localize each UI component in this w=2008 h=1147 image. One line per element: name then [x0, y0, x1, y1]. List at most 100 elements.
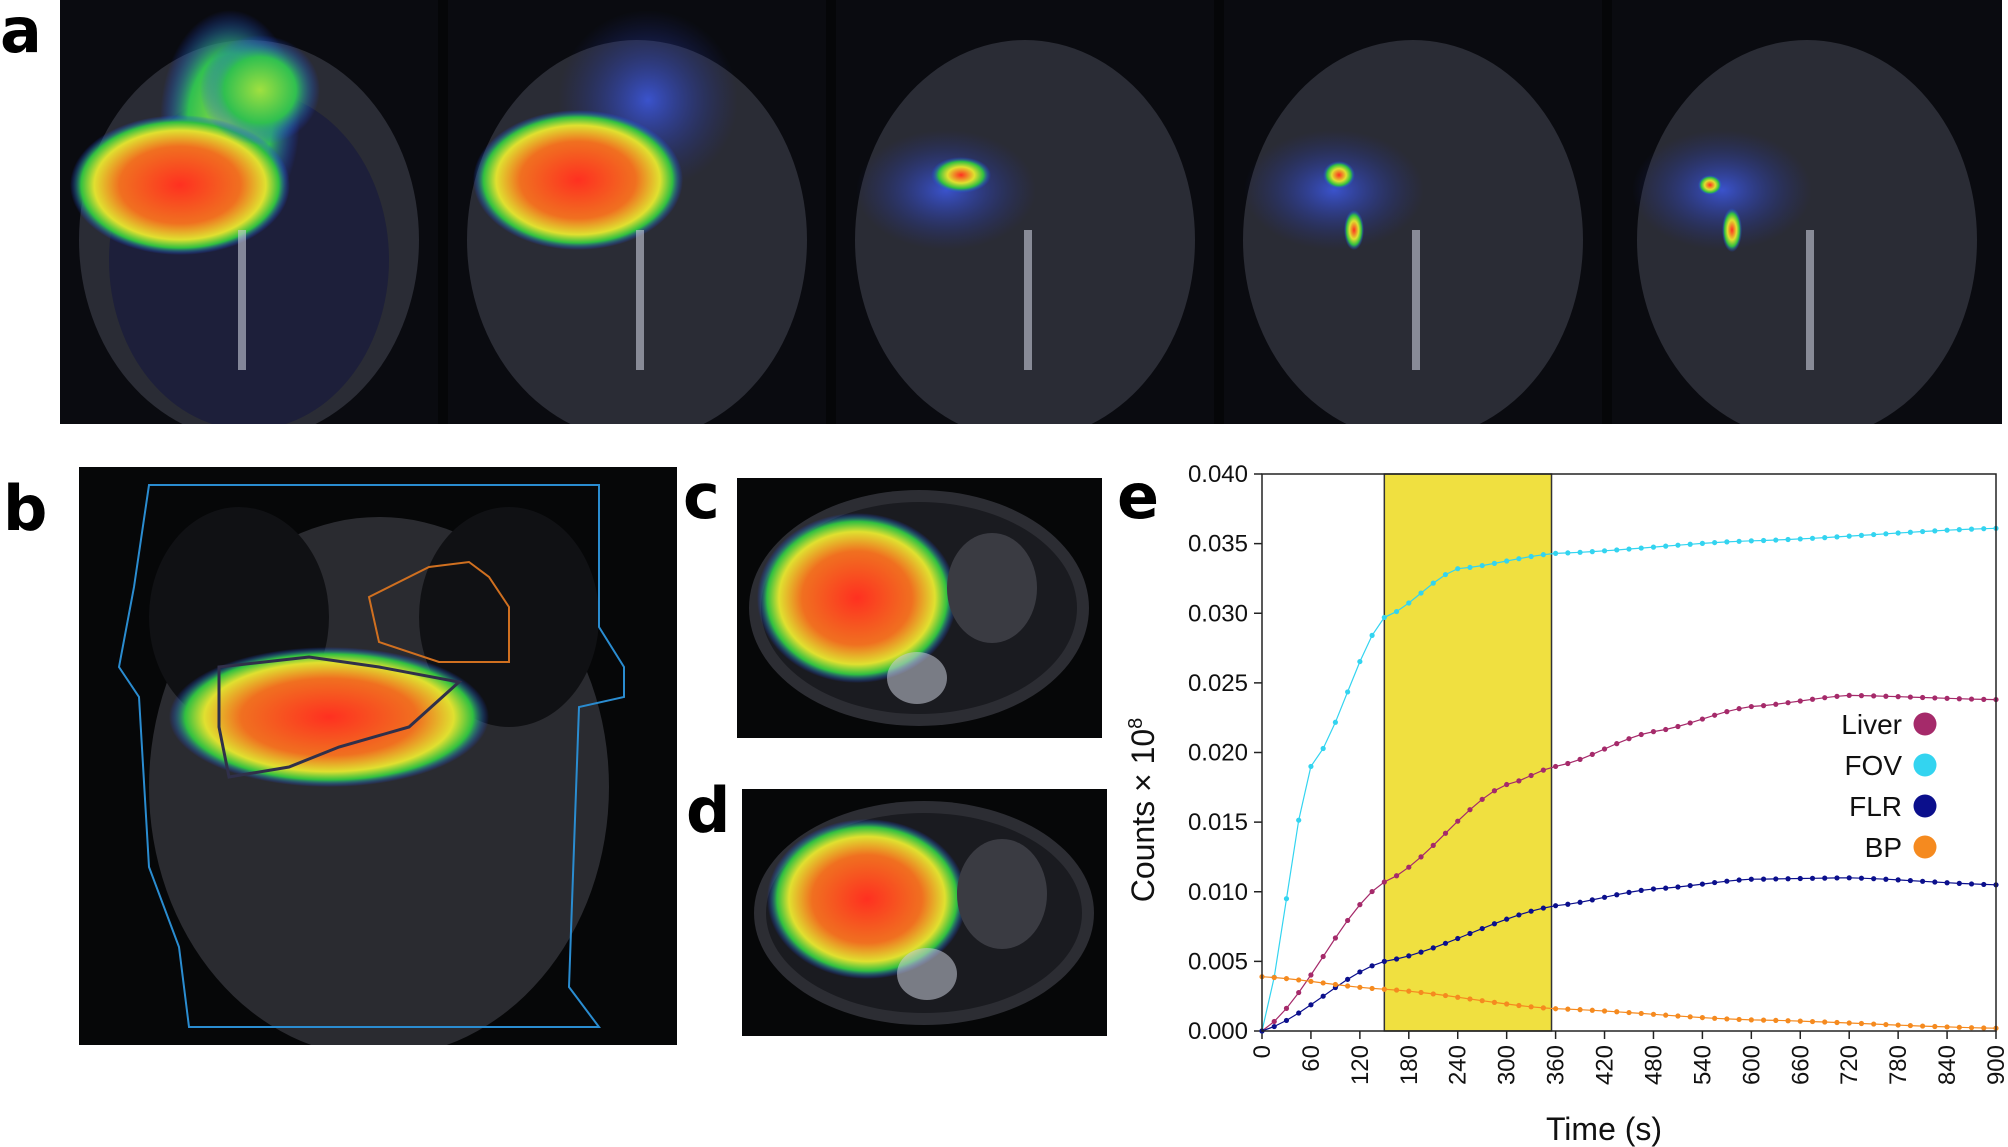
data-point — [1601, 746, 1608, 752]
frame-3 — [836, 0, 1214, 424]
data-point — [1614, 892, 1620, 898]
data-point — [1406, 864, 1412, 870]
series-line-bp — [1261, 976, 1997, 1029]
data-point — [1271, 1023, 1277, 1030]
data-point — [1332, 719, 1338, 725]
x-tick-label: 660 — [1787, 1045, 1814, 1085]
data-point — [1418, 989, 1424, 996]
data-point — [1773, 876, 1779, 882]
data-point — [1516, 1002, 1522, 1009]
data-point — [1565, 1006, 1571, 1012]
data-point — [1871, 876, 1877, 882]
data-point — [1626, 1009, 1632, 1016]
y-tick-label: 0.005 — [1188, 948, 1248, 975]
data-point — [1369, 632, 1375, 638]
data-point — [1797, 698, 1803, 704]
panel-label-e: e — [1117, 460, 1160, 533]
data-point — [1932, 1023, 1938, 1030]
data-point — [1809, 535, 1816, 541]
series-liver — [1259, 692, 1999, 1034]
y-tick-label: 0.015 — [1188, 809, 1248, 836]
data-point — [1553, 1006, 1559, 1012]
data-point — [1540, 552, 1546, 558]
data-point — [1479, 925, 1485, 932]
data-point — [1626, 736, 1632, 742]
data-point — [1504, 558, 1510, 564]
data-point — [1601, 894, 1608, 900]
data-point — [1760, 876, 1767, 882]
data-point — [1638, 887, 1644, 893]
data-point — [1760, 537, 1767, 544]
data-point — [1932, 695, 1938, 701]
data-point — [1699, 1014, 1705, 1021]
data-point — [1308, 1002, 1314, 1008]
data-point — [1883, 1021, 1889, 1028]
data-point — [1455, 935, 1461, 942]
data-point — [1883, 531, 1889, 537]
x-tick-label: 300 — [1494, 1045, 1521, 1085]
data-point — [1381, 986, 1387, 992]
y-tick-label: 0.025 — [1188, 670, 1248, 697]
data-point — [1283, 896, 1290, 902]
data-point — [1797, 1018, 1803, 1024]
data-point — [1712, 539, 1718, 546]
data-point — [1944, 527, 1950, 533]
data-point — [1675, 1013, 1681, 1019]
data-point — [1442, 830, 1449, 836]
data-point — [1883, 693, 1889, 699]
data-point — [1589, 1007, 1595, 1013]
y-tick-label: 0.020 — [1188, 740, 1248, 767]
data-point — [1920, 528, 1926, 535]
data-point — [1907, 529, 1913, 535]
axial-c-image — [737, 478, 1102, 738]
data-point — [1663, 543, 1669, 549]
panel-label-c: c — [683, 460, 720, 533]
data-point — [1601, 1008, 1608, 1014]
x-tick-label: 360 — [1543, 1045, 1570, 1085]
contour-overlay — [79, 467, 677, 1045]
data-point — [1283, 975, 1290, 982]
data-point — [1846, 533, 1852, 539]
data-point — [1846, 875, 1852, 881]
data-point — [1357, 658, 1363, 665]
data-point — [1369, 985, 1375, 992]
frame-2 — [448, 0, 826, 424]
data-point — [1332, 935, 1338, 941]
data-point — [1712, 712, 1718, 718]
data-point — [1858, 532, 1865, 538]
data-point — [1724, 1016, 1730, 1022]
frame-5 — [1612, 0, 2002, 424]
data-point — [1467, 807, 1473, 813]
data-point — [1345, 917, 1351, 924]
data-point — [1357, 984, 1363, 990]
data-point — [1393, 987, 1400, 993]
coronal-frames-image — [60, 0, 2002, 424]
y-tick-label: 0.010 — [1188, 879, 1248, 906]
data-point — [1638, 1010, 1644, 1017]
data-point — [1822, 875, 1828, 881]
data-point — [1748, 538, 1754, 544]
data-point — [1577, 756, 1583, 762]
data-point — [1516, 556, 1522, 562]
data-point — [1626, 546, 1632, 552]
data-point — [1687, 1014, 1693, 1020]
data-point — [1675, 884, 1681, 890]
x-tick-label: 720 — [1836, 1045, 1863, 1085]
data-point — [1968, 526, 1975, 532]
data-point — [1822, 695, 1828, 701]
data-point — [1455, 994, 1461, 1000]
data-point — [1760, 703, 1767, 709]
data-point — [1528, 772, 1534, 779]
data-point — [1577, 899, 1583, 905]
data-point — [1797, 536, 1803, 542]
data-point — [1565, 550, 1571, 556]
data-point — [1442, 940, 1449, 946]
data-point — [1455, 818, 1461, 824]
data-point — [1589, 751, 1595, 757]
x-tick-label: 420 — [1592, 1045, 1619, 1085]
data-point — [1956, 696, 1962, 702]
data-point — [1773, 1017, 1779, 1023]
y-tick-label: 0.000 — [1188, 1018, 1248, 1045]
data-point — [1834, 1019, 1840, 1026]
data-point — [1406, 600, 1412, 606]
